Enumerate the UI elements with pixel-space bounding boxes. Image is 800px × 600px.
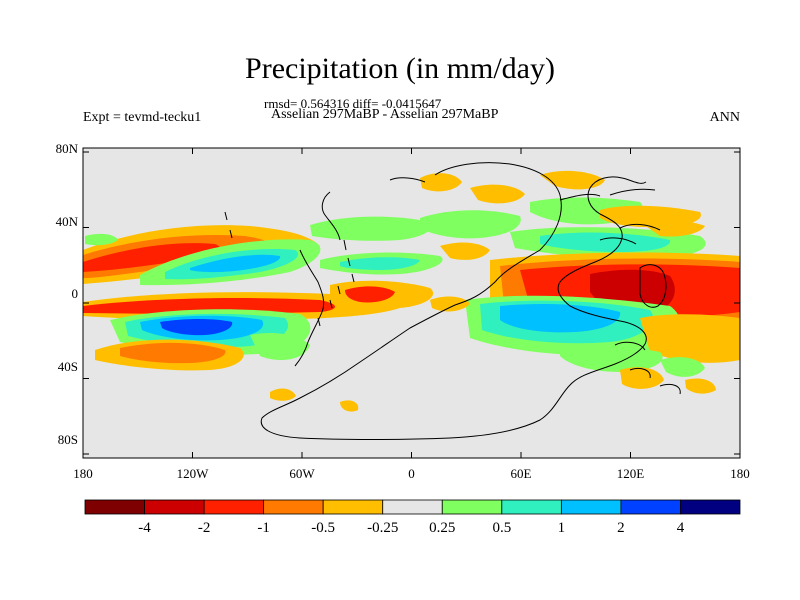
experiment-label: Expt = tevmd-tecku1 [83, 110, 202, 125]
anomaly-field [270, 388, 296, 401]
anomaly-field [470, 184, 525, 204]
anomaly-field [83, 298, 335, 314]
lat-tick-label: 40N [56, 214, 79, 229]
anomaly-field [160, 319, 233, 336]
comparison-label: Asselian 297MaBP - Asselian 297MaBP [271, 107, 499, 122]
lon-tick-label: 0 [408, 466, 415, 481]
lat-tick-label: 80S [58, 432, 78, 447]
anomaly-field [540, 232, 671, 252]
colorbar-label: -4 [138, 520, 151, 536]
colorbar-swatch [144, 499, 205, 515]
lon-tick-label: 120W [177, 466, 210, 481]
lon-tick-label: 180 [73, 466, 93, 481]
rmsd-diff-text: rmsd= 0.564316 diff= -0.0415647 [264, 96, 442, 111]
coastlines [224, 162, 681, 440]
anomaly-field [420, 210, 521, 239]
northern-coastline [389, 177, 656, 201]
colorbar-label: 2 [617, 520, 625, 536]
anomaly-field [685, 378, 716, 394]
anomaly-field [250, 333, 310, 361]
colorbar-label: -0.25 [367, 520, 398, 536]
colorbar-swatch [441, 499, 503, 515]
lon-tick-label: 60E [511, 466, 532, 481]
lon-tick-label: 180 [730, 466, 750, 481]
anomaly-field [345, 286, 395, 303]
colorbar-label: 0.5 [492, 520, 511, 536]
colorbar-swatch [263, 499, 324, 515]
anomaly-field [340, 400, 359, 412]
anomaly-field [430, 296, 470, 312]
anomaly-field [340, 257, 420, 270]
anomaly-field [660, 357, 705, 377]
colorbar-label: 4 [677, 520, 685, 536]
anomaly-field [190, 254, 281, 273]
colorbar-swatch [322, 499, 384, 515]
colorbar-label: -1 [257, 520, 270, 536]
pangea-coastline [260, 162, 647, 440]
colorbar: -4 -2 -1 -0.5 -0.25 0.25 0.5 1 2 4 [84, 499, 741, 536]
colorbar-label: 0.25 [429, 520, 455, 536]
colorbar-swatch [382, 499, 443, 515]
axis-ticks [82, 148, 741, 458]
lat-tick-label: 40S [58, 359, 78, 374]
anomaly-field [500, 304, 621, 333]
lon-tick-label: 120E [617, 466, 645, 481]
colorbar-label: -0.5 [311, 520, 335, 536]
anomaly-field [620, 367, 664, 389]
anomaly-field [83, 243, 220, 272]
anomaly-fields [83, 170, 740, 412]
island-coastline [614, 341, 681, 395]
anomaly-field [440, 242, 490, 260]
colorbar-swatch [680, 499, 741, 515]
lat-tick-label: 80N [56, 141, 79, 156]
colorbar-swatch [501, 499, 562, 515]
western-coastline [294, 191, 341, 367]
colorbar-swatch [203, 499, 265, 515]
colorbar-swatch [620, 499, 681, 515]
anomaly-field [120, 342, 226, 364]
colorbar-swatch [560, 499, 622, 515]
lat-tick-label: 0 [72, 286, 79, 301]
colorbar-swatch [84, 499, 145, 515]
island-coastline [599, 223, 661, 245]
island-coastline [639, 264, 667, 308]
period-label: ANN [709, 110, 740, 125]
plot-title: Precipitation (in mm/day) [245, 52, 555, 85]
anomaly-field [640, 314, 740, 363]
anomaly-field [540, 170, 605, 190]
anomaly-field [640, 219, 705, 237]
island-coastline [224, 211, 233, 239]
anomaly-field [420, 173, 462, 192]
anomaly-field [85, 233, 118, 246]
colorbar-label: 1 [558, 520, 566, 536]
colorbar-label: -2 [198, 520, 211, 536]
anomaly-field [310, 216, 431, 241]
island-coastline [317, 239, 355, 327]
lon-tick-label: 60W [289, 466, 315, 481]
